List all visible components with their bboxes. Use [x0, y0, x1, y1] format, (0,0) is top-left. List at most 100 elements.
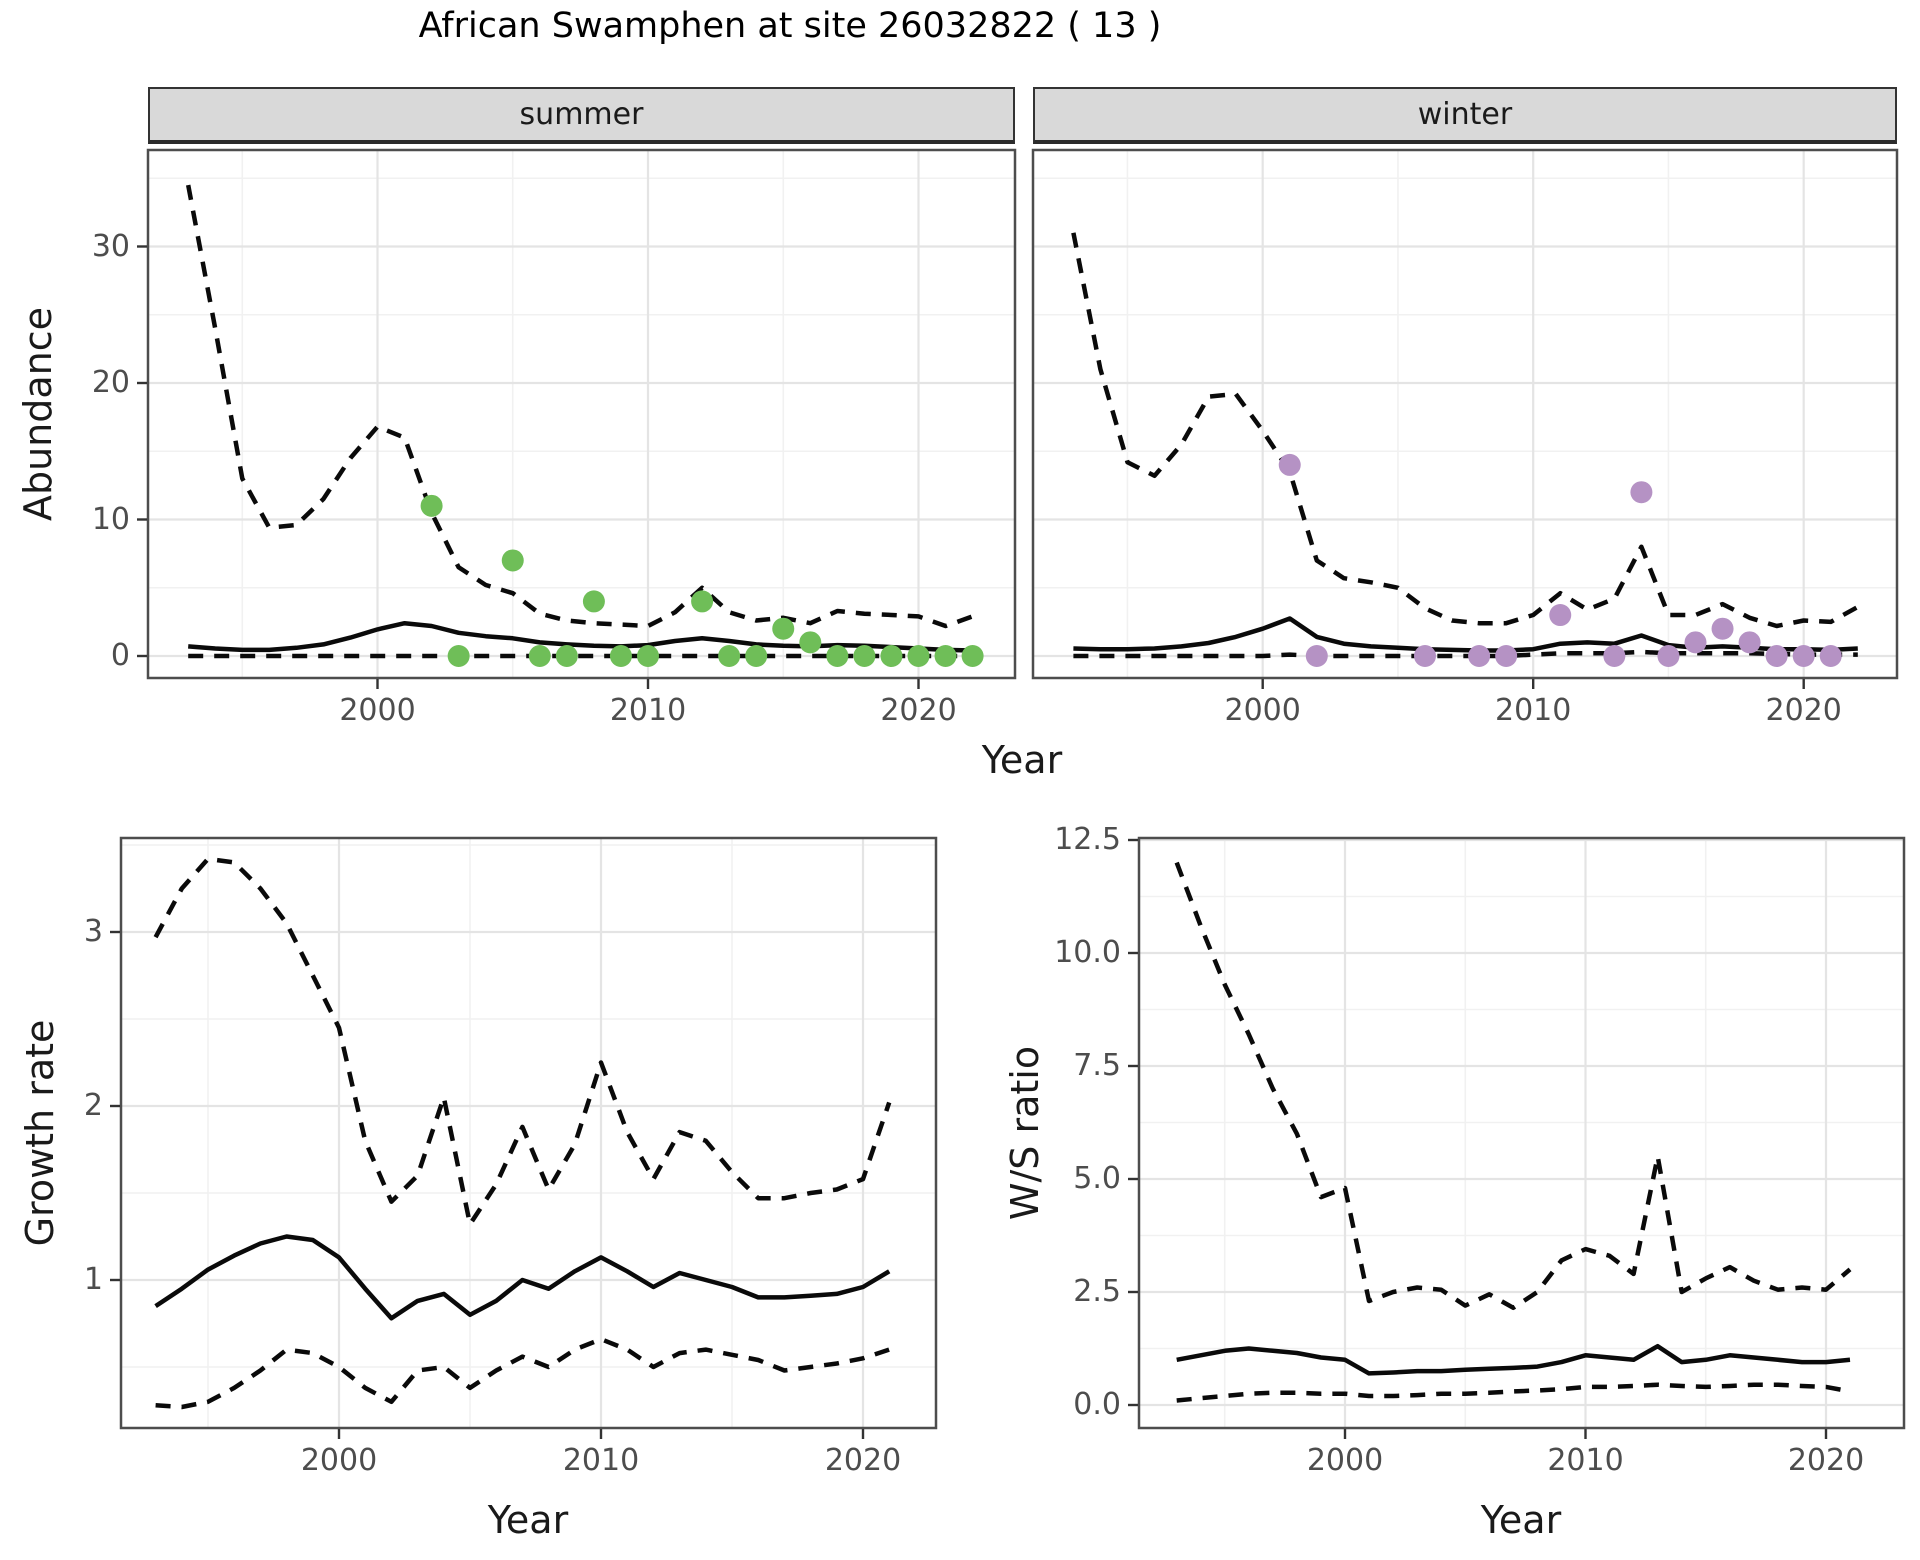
- ws_ratio-ticks: [1128, 838, 1828, 1439]
- ws_ratio-panel: [1128, 836, 1906, 1439]
- data-point: [934, 645, 957, 667]
- growth_rate-ticks: [110, 930, 865, 1439]
- data-point: [1738, 631, 1761, 654]
- growth_rate-panel: [110, 836, 938, 1439]
- growth_rate-panel-border: [119, 836, 938, 1430]
- data-point: [1278, 453, 1301, 476]
- abundance_winter-xtick-label: 2010: [1495, 693, 1572, 728]
- growth_rate-ytick-label: 1: [83, 1261, 103, 1297]
- ws_ratio-ytick-label: 12.5: [1054, 821, 1121, 857]
- abundance_winter-ticks: [1261, 679, 1805, 689]
- growth_rate-median-line: [154, 1234, 891, 1321]
- abundance_winter-median-line: [1073, 616, 1858, 653]
- facet-strip-summer-label: summer: [519, 97, 644, 132]
- ws_ratio-lower_ci-line: [1176, 1382, 1851, 1403]
- ws_ratio-xtick-label: 2010: [1547, 1443, 1624, 1478]
- abundance_winter-panel: [1031, 148, 1899, 689]
- data-point: [555, 645, 578, 667]
- ws_ratio-ytick-label: 0.0: [1073, 1386, 1121, 1422]
- data-point: [853, 645, 876, 667]
- data-point: [1711, 617, 1734, 640]
- growth_rate-ytick-label: 3: [83, 913, 103, 949]
- data-point: [826, 645, 849, 667]
- data-point: [907, 645, 930, 667]
- abundance_winter-xtick-label: 2020: [1765, 693, 1842, 728]
- data-point: [1468, 645, 1491, 667]
- abundance_summer-panel-border: [146, 148, 1017, 680]
- abundance_summer-xtick-label: 2010: [609, 693, 687, 728]
- data-point: [637, 645, 659, 667]
- data-point: [1765, 645, 1788, 667]
- abundance_summer-ticks: [137, 245, 920, 689]
- growth_rate-ytick-label: 2: [83, 1087, 103, 1123]
- data-point: [799, 631, 822, 654]
- data-point: [961, 645, 984, 667]
- ws_ratio-gridlines: [1139, 838, 1904, 1428]
- facet-strip-winter-label: winter: [1417, 97, 1513, 132]
- growth_rate-upper_ci-line: [153, 856, 892, 1227]
- data-point: [447, 645, 470, 667]
- top-year-axis-title: Year: [981, 738, 1063, 782]
- growth-year-axis-title: Year: [487, 1498, 569, 1542]
- data-point: [1630, 481, 1653, 504]
- data-point: [582, 590, 605, 613]
- abundance_summer-ytick-label: 10: [91, 501, 130, 537]
- ws_ratio-ytick-label: 5.0: [1073, 1160, 1121, 1196]
- abundance_summer-ytick-label: 30: [91, 228, 130, 264]
- abundance_winter-observed_counts: [1278, 453, 1842, 667]
- data-point: [1657, 645, 1680, 667]
- growth_rate-xtick-label: 2010: [562, 1443, 640, 1478]
- abundance_winter-lower_ci-line: [1073, 649, 1858, 659]
- ws_ratio-ytick-label: 10.0: [1054, 934, 1121, 970]
- growth_rate-xtick-label: 2020: [824, 1443, 902, 1478]
- ws_ratio-upper_ci-line: [1174, 861, 1852, 1311]
- ws_ratio-xtick-label: 2020: [1787, 1443, 1865, 1478]
- abundance_summer-ytick-label: 20: [91, 364, 130, 400]
- abundance_winter-panel-border: [1031, 148, 1899, 680]
- facet-strip-summer: summer: [148, 87, 1015, 144]
- page-title: African Swamphen at site 26032822 ( 13 ): [418, 6, 1162, 46]
- data-point: [772, 617, 795, 640]
- data-point: [1819, 645, 1842, 667]
- growth-rate-axis-title: Growth rate: [18, 1019, 62, 1247]
- data-point: [1792, 645, 1815, 667]
- ws-ratio-axis-title: W/S ratio: [1003, 1045, 1047, 1221]
- growth_rate-lower_ci-line: [155, 1336, 890, 1410]
- data-point: [1549, 604, 1572, 627]
- abundance_winter-gridlines: [1033, 150, 1897, 678]
- growth_rate-gridlines: [121, 838, 936, 1428]
- data-point: [609, 645, 632, 667]
- data-point: [718, 645, 741, 667]
- abundance_summer-xtick-label: 2000: [339, 693, 416, 728]
- data-point: [1305, 645, 1328, 667]
- abundance_summer-xtick-label: 2020: [880, 693, 957, 728]
- data-point: [691, 590, 714, 613]
- abundance_summer-median-line: [188, 620, 973, 653]
- abundance-axis-title: Abundance: [16, 306, 60, 522]
- data-point: [528, 645, 551, 667]
- abundance_summer-ytick-label: 0: [110, 637, 130, 673]
- abundance_summer-observed_counts: [420, 494, 984, 667]
- data-point: [501, 549, 524, 572]
- growth_rate-xtick-label: 2000: [300, 1443, 378, 1478]
- data-point: [745, 645, 768, 667]
- ws_ratio-ytick-label: 7.5: [1073, 1047, 1121, 1083]
- data-point: [880, 645, 903, 667]
- facet-strip-winter: winter: [1033, 87, 1897, 144]
- ws-year-axis-title: Year: [1480, 1498, 1562, 1542]
- ws_ratio-median-line: [1176, 1343, 1851, 1376]
- abundance_winter-xtick-label: 2000: [1224, 693, 1301, 728]
- abundance_summer-panel: [137, 148, 1017, 689]
- data-point: [1414, 645, 1436, 667]
- abundance_winter-upper_ci-line: [1071, 232, 1859, 629]
- data-point: [420, 494, 443, 517]
- ws_ratio-ytick-label: 2.5: [1073, 1273, 1121, 1309]
- data-point: [1684, 631, 1707, 654]
- data-point: [1603, 645, 1626, 667]
- ws_ratio-xtick-label: 2000: [1306, 1443, 1384, 1478]
- ws_ratio-panel-border: [1137, 836, 1906, 1430]
- abundance_summer-gridlines: [148, 150, 1015, 678]
- abundance_summer-upper_ci-line: [185, 184, 974, 629]
